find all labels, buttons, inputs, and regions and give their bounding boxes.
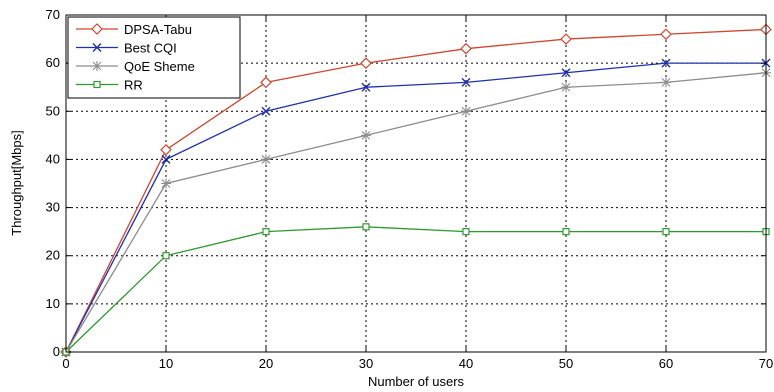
series-line bbox=[65, 226, 766, 353]
legend-label: DPSA-Tabu bbox=[124, 22, 192, 37]
data-point bbox=[360, 57, 372, 69]
legend-label: RR bbox=[124, 78, 143, 93]
data-point bbox=[262, 228, 270, 236]
legend-swatch-marker bbox=[93, 80, 101, 89]
legend-label: Best CQI bbox=[124, 41, 177, 56]
legend-swatch-marker bbox=[91, 23, 103, 35]
x-tick-label: 0 bbox=[62, 356, 69, 371]
series-line bbox=[65, 62, 766, 353]
legend: DPSA-Tabu Best CQI QoE Sheme RR bbox=[67, 16, 241, 99]
data-point bbox=[561, 82, 571, 93]
data-point bbox=[660, 28, 672, 41]
data-point bbox=[661, 58, 671, 68]
series-line bbox=[65, 28, 767, 353]
data-point bbox=[461, 77, 471, 87]
data-point bbox=[361, 82, 371, 92]
data-point bbox=[462, 228, 470, 236]
data-point bbox=[161, 154, 171, 164]
y-tick-label: 0 bbox=[53, 344, 60, 359]
data-point bbox=[662, 228, 670, 236]
y-tick-label: 60 bbox=[46, 55, 60, 70]
data-point bbox=[562, 228, 570, 236]
legend-label: QoE Sheme bbox=[124, 59, 195, 74]
y-tick-label: 10 bbox=[46, 296, 60, 311]
x-tick-label: 70 bbox=[759, 356, 773, 371]
x-tick-label: 60 bbox=[659, 356, 673, 371]
series-layer bbox=[60, 23, 772, 358]
data-point bbox=[561, 68, 571, 78]
legend-swatch-marker bbox=[92, 43, 102, 52]
legend-item: RR bbox=[76, 78, 143, 93]
y-tick-label: 30 bbox=[46, 200, 60, 215]
data-point bbox=[260, 76, 272, 89]
legend-item: Best CQI bbox=[76, 41, 177, 56]
series-1 bbox=[61, 58, 771, 357]
legend-swatch-marker bbox=[92, 61, 102, 71]
data-point bbox=[261, 106, 271, 116]
x-axis-label: Number of users bbox=[368, 374, 465, 389]
series-3 bbox=[62, 223, 770, 356]
x-tick-label: 50 bbox=[559, 356, 573, 371]
plot-frame bbox=[65, 14, 767, 353]
legend-item: QoE Sheme bbox=[76, 59, 195, 74]
data-point bbox=[560, 33, 572, 45]
y-tick-label: 70 bbox=[46, 7, 60, 22]
axis-ticks: 0 10 20 30 40 50 60 70 0 10 20 30 40 50 60 70 bbox=[46, 7, 774, 371]
legend-item: DPSA-Tabu bbox=[76, 22, 192, 37]
y-axis-label: Throughput[Mbps] bbox=[9, 130, 24, 236]
data-point bbox=[661, 77, 671, 88]
series-line bbox=[65, 72, 767, 353]
data-point bbox=[361, 130, 371, 141]
data-point bbox=[162, 252, 170, 260]
x-tick-label: 10 bbox=[159, 356, 173, 371]
data-point bbox=[160, 143, 172, 156]
data-point bbox=[461, 106, 471, 117]
x-tick-label: 40 bbox=[459, 356, 473, 371]
x-tick-label: 30 bbox=[359, 356, 373, 371]
data-point bbox=[460, 42, 472, 55]
data-point bbox=[362, 223, 370, 231]
y-tick-label: 20 bbox=[46, 248, 60, 263]
y-tick-label: 40 bbox=[46, 151, 60, 166]
data-point bbox=[161, 178, 171, 189]
y-tick-label: 50 bbox=[46, 103, 60, 118]
x-tick-label: 20 bbox=[259, 356, 273, 371]
data-point bbox=[261, 154, 271, 165]
